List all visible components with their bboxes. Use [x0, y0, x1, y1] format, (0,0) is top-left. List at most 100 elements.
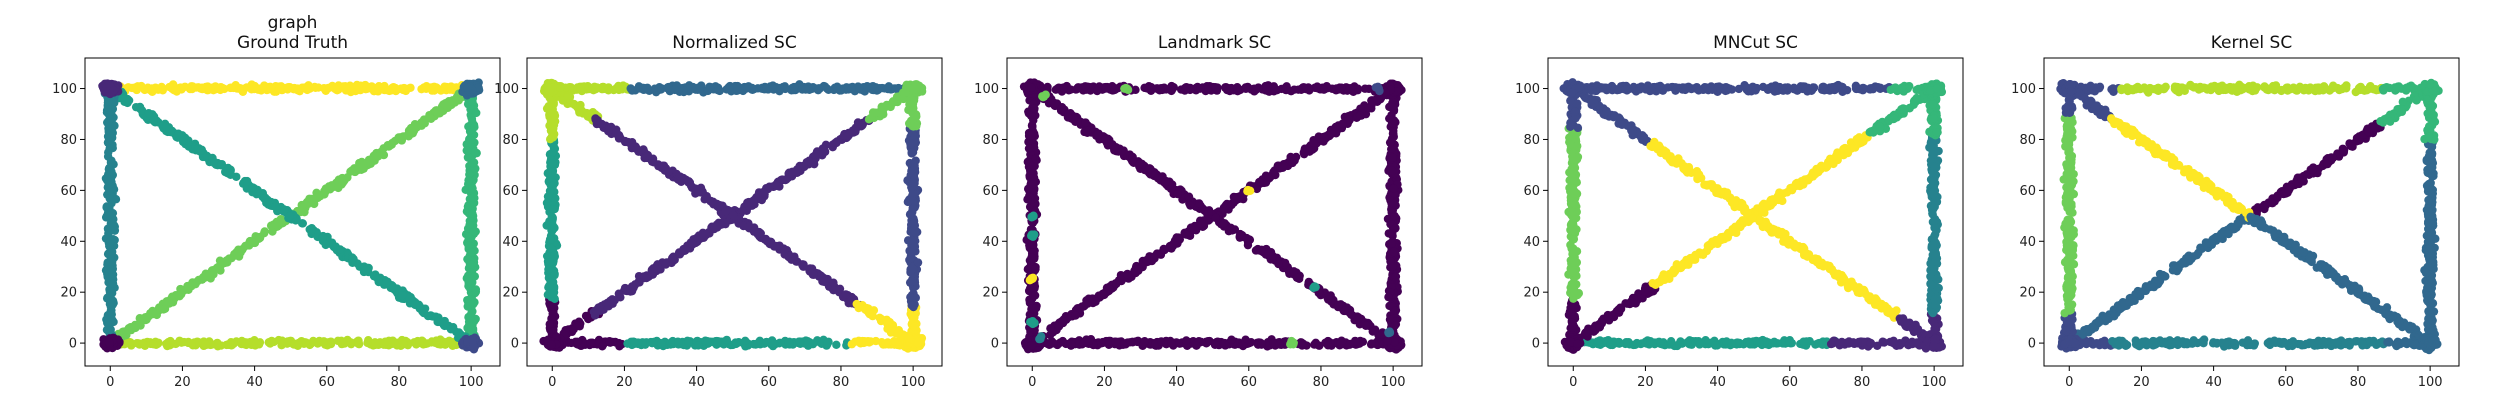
data-point: [908, 301, 917, 310]
data-point: [469, 227, 478, 236]
data-point: [595, 304, 604, 313]
data-point: [105, 287, 115, 297]
x-tick-label: 100: [901, 375, 926, 390]
x-tick-label: 100: [459, 375, 484, 390]
x-tick-label: 80: [391, 375, 408, 390]
data-point: [361, 265, 371, 275]
x-tick-label: 60: [319, 375, 336, 390]
data-point: [1202, 85, 1212, 95]
data-point: [881, 339, 890, 349]
data-point: [545, 235, 555, 244]
data-point: [161, 122, 171, 131]
data-point: [297, 219, 307, 228]
data-point: [814, 84, 823, 93]
data-point: [107, 157, 116, 166]
data-point: [1345, 340, 1354, 349]
data-point: [1125, 338, 1135, 347]
data-point: [630, 338, 639, 347]
data-points: [98, 78, 484, 354]
data-point: [753, 339, 762, 348]
data-point: [124, 96, 134, 105]
data-point: [131, 102, 141, 112]
data-point: [744, 82, 753, 91]
data-point: [251, 339, 261, 348]
y-tick-label: 100: [494, 82, 519, 97]
data-point: [176, 285, 186, 295]
data-point: [626, 84, 635, 93]
data-point: [1196, 84, 1205, 93]
data-point: [908, 236, 917, 246]
data-point: [1238, 341, 1248, 351]
data-point: [716, 201, 725, 210]
data-point: [1051, 85, 1061, 94]
data-point: [319, 337, 329, 346]
data-point: [1180, 86, 1190, 95]
data-point: [908, 277, 917, 286]
data-point: [739, 221, 748, 231]
data-point: [673, 338, 683, 347]
data-point: [551, 194, 560, 203]
data-point: [548, 133, 558, 142]
data-point: [643, 150, 653, 160]
data-point: [854, 303, 863, 313]
data-point: [438, 319, 448, 328]
data-point: [586, 338, 595, 347]
data-point: [614, 85, 624, 95]
data-point: [605, 337, 614, 346]
y-tick-label: 40: [502, 235, 519, 250]
data-point: [745, 198, 754, 207]
data-point: [433, 109, 442, 118]
data-point: [659, 161, 669, 170]
data-point: [149, 116, 159, 125]
data-point: [104, 148, 113, 157]
data-point: [397, 291, 407, 300]
data-point: [679, 244, 688, 254]
data-point: [196, 146, 206, 155]
data-point: [910, 228, 919, 237]
data-point: [1182, 336, 1191, 345]
data-point: [237, 336, 247, 346]
data-point: [214, 84, 224, 93]
data-point: [844, 130, 854, 140]
data-point: [266, 84, 275, 93]
data-point: [819, 146, 828, 155]
data-point: [599, 83, 608, 92]
data-point: [399, 83, 409, 93]
data-point: [729, 211, 738, 220]
data-point: [418, 118, 427, 127]
data-point: [883, 101, 892, 111]
data-point: [260, 227, 269, 236]
data-point: [374, 82, 384, 91]
data-point: [142, 312, 152, 322]
data-point: [282, 339, 292, 348]
data-point: [217, 159, 227, 169]
data-point: [907, 253, 916, 263]
data-point: [647, 338, 657, 348]
data-point: [608, 299, 617, 308]
data-point: [822, 84, 832, 93]
data-point: [573, 337, 582, 346]
data-point: [548, 159, 557, 168]
data-point: [1323, 341, 1333, 350]
data-point: [1294, 85, 1303, 94]
data-point: [399, 340, 408, 349]
data-point: [1210, 340, 1220, 349]
data-point: [1092, 86, 1102, 96]
data-point: [468, 209, 477, 218]
data-point: [405, 293, 414, 303]
data-point: [421, 84, 431, 94]
data-point: [104, 136, 113, 145]
data-point: [688, 240, 697, 249]
data-point: [1166, 85, 1175, 94]
data-point: [724, 83, 733, 92]
data-point: [1111, 337, 1120, 346]
panel-title: Landmark SC: [1158, 33, 1271, 53]
data-point: [651, 264, 660, 273]
data-point: [854, 83, 864, 92]
data-point: [908, 196, 918, 205]
data-point: [107, 167, 116, 176]
data-point: [545, 319, 554, 329]
